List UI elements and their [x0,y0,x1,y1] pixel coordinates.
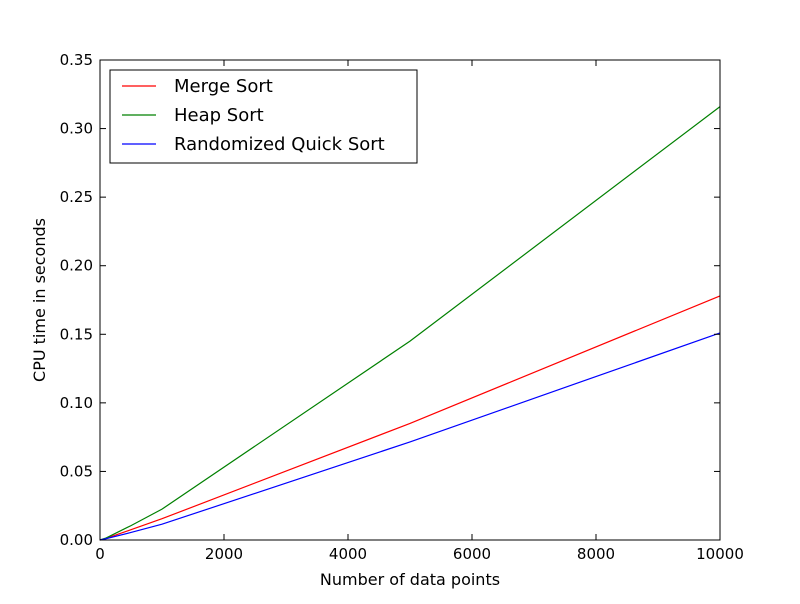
y-tick-label: 0.25 [60,188,93,206]
x-tick-label: 6000 [453,545,491,563]
series-line-2 [99,106,721,541]
plot-frame [99,59,721,541]
y-tick-label: 0.20 [60,257,93,275]
legend-label-1: Merge Sort [174,76,273,97]
legend-box [109,69,418,164]
x-tick-label: 0 [95,545,105,563]
y-tick-label: 0.00 [60,531,93,549]
x-tick-label: 2000 [205,545,243,563]
legend-label-3: Randomized Quick Sort [174,134,385,155]
legend: Merge Sort Heap Sort Randomized Quick Sort [109,69,418,164]
y-tick-label: 0.05 [60,462,93,480]
y-tick-label: 0.35 [60,51,93,69]
y-axis-label: CPU time in seconds [30,218,49,382]
y-tick-label: 0.10 [60,394,93,412]
series-line-1 [99,295,721,541]
y-tick-label: 0.30 [60,120,93,138]
legend-label-2: Heap Sort [174,105,264,126]
x-tick-label: 4000 [329,545,367,563]
x-tick-label: 10000 [696,545,744,563]
series-layer [99,106,721,541]
x-axis-label: Number of data points [320,570,500,589]
y-tick-label: 0.15 [60,325,93,343]
series-line-3 [99,332,721,541]
x-tick-label: 8000 [577,545,615,563]
tick-layer: 0 2000 4000 6000 8000 10000 0.00 0.05 0.10 0.15 0.… [60,51,744,563]
